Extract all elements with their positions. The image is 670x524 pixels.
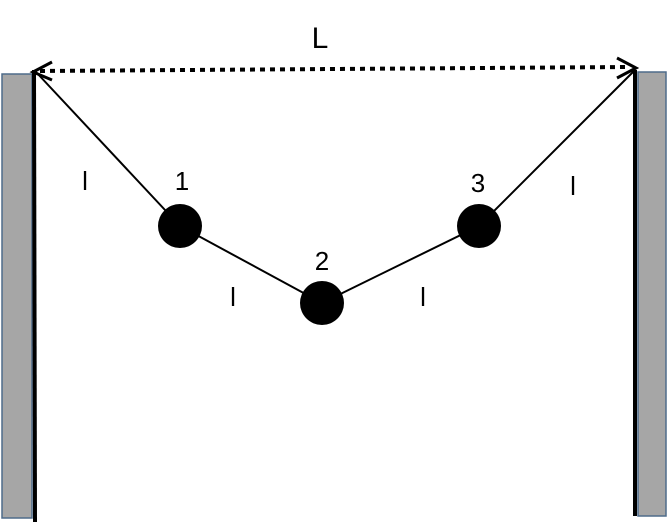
mass-2 (300, 281, 344, 325)
mass-label-2: 2 (315, 246, 329, 276)
segment-label-2: l (230, 282, 236, 312)
span-arrow-line (39, 65, 629, 73)
mass-1 (158, 204, 202, 248)
mass-label-3: 3 (471, 168, 485, 198)
segment-label-3: l (420, 282, 426, 312)
segment-label-4: l (570, 171, 576, 201)
right-wall (637, 71, 667, 517)
span-arrow-left-head (29, 60, 53, 82)
span-arrow-right-head (616, 56, 640, 80)
left-wall-edge (32, 69, 37, 523)
segment-label-1: l (82, 166, 88, 196)
string (35, 69, 636, 305)
mass-3 (457, 204, 501, 248)
mass-label-1: 1 (175, 166, 189, 196)
span-label: L (312, 22, 329, 55)
left-wall (1, 73, 33, 519)
